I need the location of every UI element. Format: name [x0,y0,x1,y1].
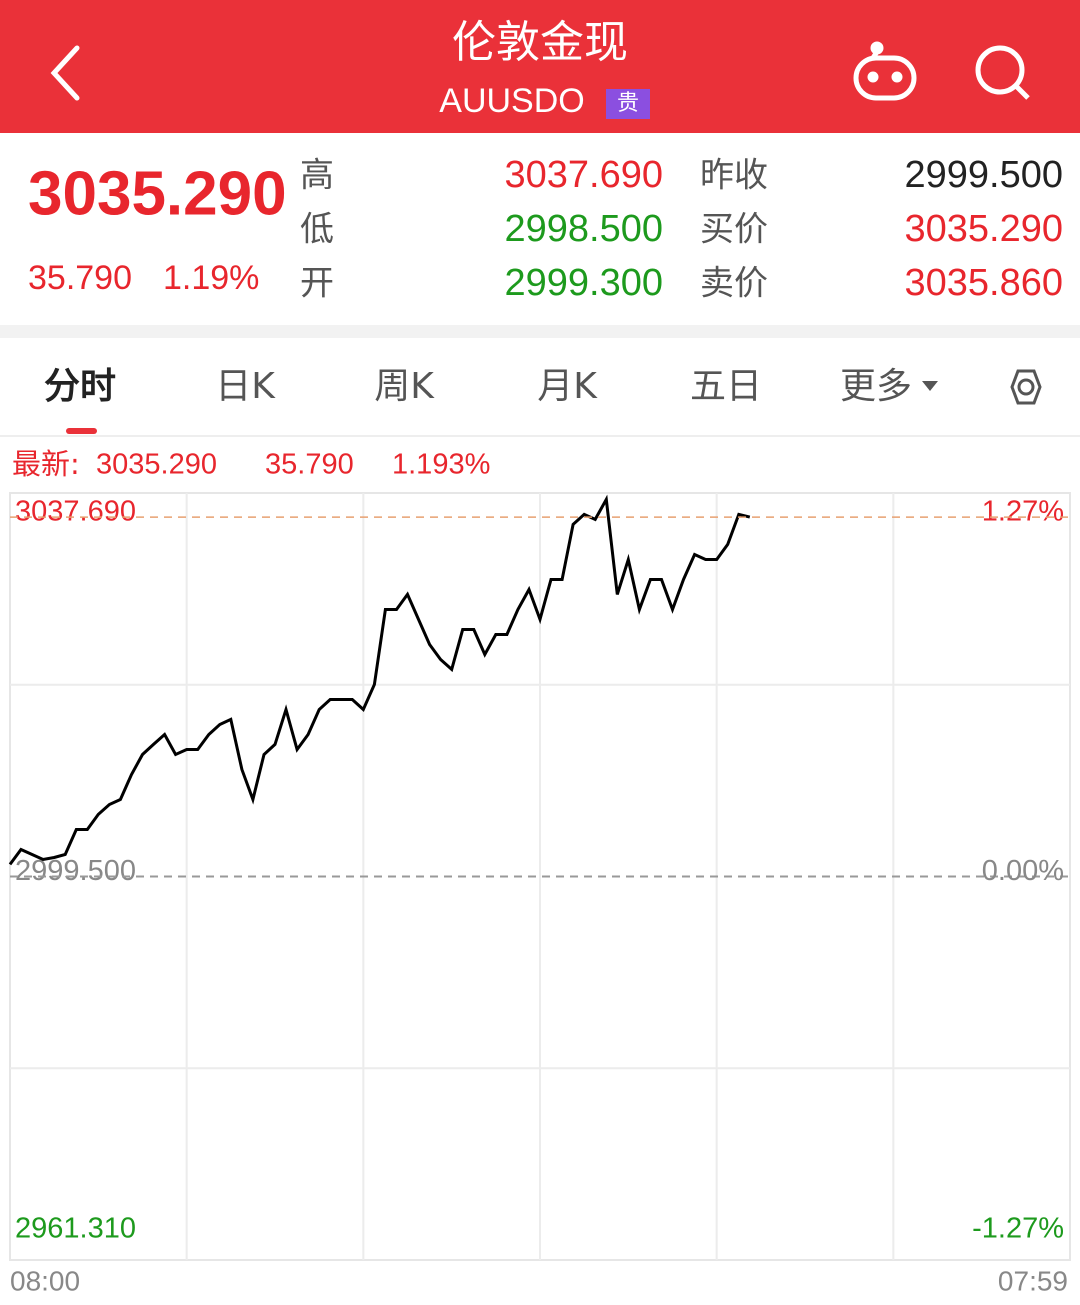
more-arrow [922,381,938,391]
field-label: 买价 [700,210,768,250]
tab[interactable]: 分时 [44,366,116,407]
field-value: 3035.290 [905,208,1064,250]
y-tick-label: 2961.310 [15,1213,136,1245]
title: 伦敦金现 [452,17,628,68]
separator [0,325,1080,338]
latest-pct: 1.193% [392,449,490,481]
tab[interactable]: 五日 [690,366,762,407]
y-tick-label: 3037.690 [15,496,136,528]
tab[interactable]: 更多 [840,366,912,407]
tab[interactable]: 日K [215,366,276,407]
price-line [8,494,751,866]
field-label: 卖价 [700,264,768,304]
badge-bg [606,89,650,119]
badge: 贵 [617,91,639,116]
latest-label: 最新: [12,447,80,481]
field-value: 2999.300 [505,262,664,304]
search-icon[interactable] [975,45,1030,100]
y-tick-label: 2999.500 [15,855,136,887]
code: AUUSDO [439,82,584,120]
field-label: 低 [300,210,334,250]
header-bar [0,0,1080,133]
tab[interactable]: 周K [374,366,435,407]
field-value: 3037.690 [505,154,664,196]
back-button[interactable] [50,45,80,101]
field-label: 开 [300,264,334,304]
x-label-end: 07:59 [998,1265,1068,1296]
price: 3035.290 [28,159,287,228]
change-pct: 1.19% [163,259,259,297]
field-label: 昨收 [700,156,768,196]
tab-indicator [66,428,97,434]
y2-tick-label: 0.00% [982,855,1064,887]
change: 35.790 [28,259,132,297]
settings-icon-dot [1017,378,1035,396]
x-label-start: 08:00 [10,1265,80,1296]
field-value: 2999.500 [905,154,1064,196]
field-value: 2998.500 [505,208,664,250]
settings-icon[interactable] [1010,369,1042,405]
y2-tick-label: -1.27% [972,1213,1064,1245]
robot-icon[interactable] [853,41,917,101]
field-value: 3035.860 [905,262,1064,304]
latest-change: 35.790 [265,449,354,481]
y2-tick-label: 1.27% [982,496,1064,528]
tab[interactable]: 月K [537,366,598,407]
field-label: 高 [300,156,334,196]
latest-price: 3035.290 [96,449,217,481]
